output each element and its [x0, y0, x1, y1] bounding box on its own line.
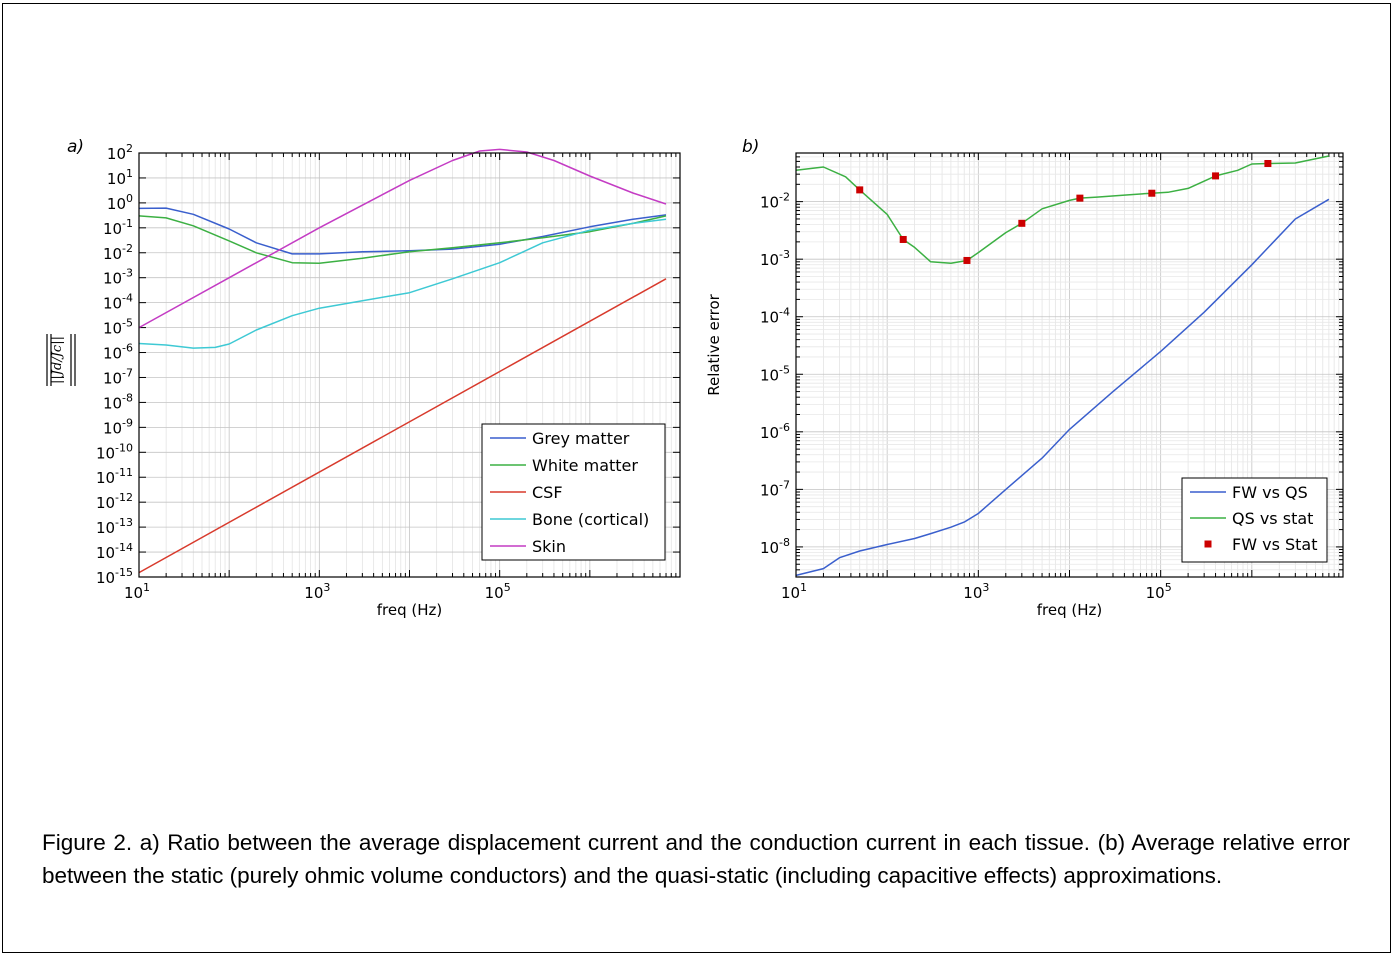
- y-tick-label: 10-6: [760, 421, 790, 442]
- y-tick-label: 10-8: [103, 391, 133, 412]
- legend-label: CSF: [532, 483, 563, 502]
- y-tick-label: 10-2: [103, 242, 133, 263]
- legend-marker: [1204, 540, 1212, 548]
- x-tick-label: 103: [304, 581, 330, 602]
- legend-label: QS vs stat: [1232, 509, 1313, 528]
- y-tick-label: 10-3: [760, 248, 790, 269]
- series-line-csf: [138, 278, 667, 574]
- data-point: [1018, 219, 1026, 227]
- y-tick-label: 10-5: [760, 363, 790, 384]
- legend: Grey matter White matter CSF Bone (cortical…: [481, 423, 666, 561]
- data-point: [1148, 189, 1156, 197]
- y-tick-label: 10-4: [760, 306, 790, 327]
- y-tick-label: 10-6: [103, 342, 133, 363]
- series-line-fw-vs-qs: [795, 198, 1330, 577]
- figure-caption: Figure 2. a) Ratio between the average d…: [42, 830, 1350, 888]
- data-point: [963, 256, 971, 264]
- y-tick-label: 10-2: [760, 191, 790, 212]
- x-tick-label: 103: [963, 581, 989, 602]
- chart-panel-a: 101 103 105 102 101 100 10-1 10-2 10-3 10-4 10-5 10…: [46, 137, 681, 619]
- y-tick-label: 10-15: [96, 566, 133, 587]
- legend-label: FW vs QS: [1232, 483, 1308, 502]
- y-tick-label: 10-9: [103, 416, 133, 437]
- legend-label: Bone (cortical): [532, 510, 649, 529]
- legend-label: White matter: [532, 456, 638, 475]
- plot-frame: [138, 152, 681, 578]
- tick-marks: [138, 152, 681, 578]
- data-point: [899, 235, 907, 243]
- panel-label: b): [742, 137, 759, 157]
- y-tick-label: 10-3: [103, 267, 133, 288]
- series-line-qs-vs-stat: [795, 155, 1330, 264]
- series-line-bone-cortical-: [138, 218, 667, 349]
- x-tick-label: 105: [1146, 581, 1172, 602]
- y-axis-label: ||Jd/Jc||: [46, 334, 76, 386]
- y-tick-label: 10-14: [96, 541, 133, 562]
- data-point: [856, 186, 864, 194]
- y-tick-label: 10-8: [760, 536, 790, 557]
- y-tick-label: 100: [107, 192, 133, 213]
- legend: FW vs QS QS vs stat FW vs Stat: [1181, 477, 1328, 563]
- series-line-white-matter: [138, 215, 667, 264]
- plot-frame: [795, 152, 1344, 578]
- y-tick-label: 102: [107, 142, 133, 163]
- y-axis-label: Relative error: [705, 293, 723, 395]
- y-tick-label: 10-11: [96, 466, 133, 487]
- panel-label: a): [67, 137, 84, 157]
- data-point: [1212, 172, 1220, 180]
- legend-label: FW vs Stat: [1232, 535, 1318, 554]
- data-point: [1076, 194, 1084, 202]
- series-line-grey-matter: [138, 207, 667, 255]
- x-tick-label: 105: [485, 581, 511, 602]
- y-tick-label: 101: [107, 167, 133, 188]
- x-tick-label: 101: [124, 581, 150, 602]
- y-axis-label-text: ||Jd/Jc||: [50, 336, 65, 384]
- legend-label: Grey matter: [532, 429, 630, 448]
- x-tick-label: 101: [781, 581, 807, 602]
- series-fw-vs-stat: [856, 159, 1272, 264]
- tick-marks: [795, 152, 1344, 578]
- data-point: [1264, 159, 1272, 167]
- x-axis-label: freq (Hz): [1037, 601, 1103, 619]
- y-tick-label: 10-10: [96, 441, 133, 462]
- x-axis-label: freq (Hz): [377, 601, 443, 619]
- y-tick-label: 10-7: [103, 366, 133, 387]
- y-tick-label: 10-5: [103, 317, 133, 338]
- legend-label: Skin: [532, 537, 566, 556]
- series-line-skin: [138, 148, 667, 329]
- y-tick-label: 10-13: [96, 516, 133, 537]
- y-tick-label: 10-12: [96, 491, 133, 512]
- y-tick-label: 10-1: [103, 217, 133, 238]
- chart-panel-b: 101 103 105 10-2 10-3 10-4 10-5 10-6 10-7 10-8 fre…: [705, 137, 1344, 619]
- y-tick-label: 10-4: [103, 292, 133, 313]
- y-tick-label: 10-7: [760, 478, 790, 499]
